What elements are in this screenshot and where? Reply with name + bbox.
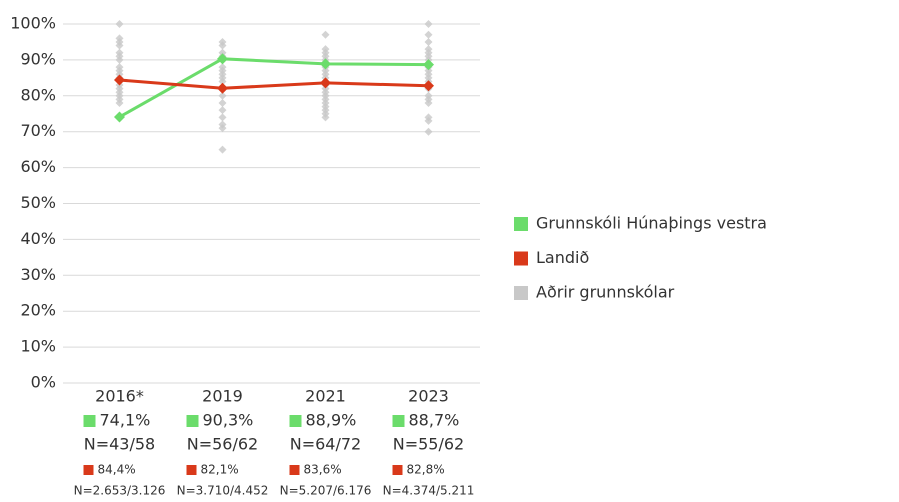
n-label: N=56/62 [187, 435, 258, 454]
scatter-point [424, 37, 433, 46]
scatter-point [218, 98, 227, 107]
value-label: 88,9% [306, 411, 357, 430]
scatter-point [218, 113, 227, 122]
y-tick-label: 50% [20, 193, 56, 212]
series-line [118, 57, 429, 119]
legend-swatch [514, 286, 528, 300]
y-tick-label: 30% [20, 265, 56, 284]
scatter-point [218, 106, 227, 115]
y-tick-label: 20% [20, 301, 56, 320]
scatter-point [321, 113, 330, 122]
y-tick-label: 90% [20, 49, 56, 68]
y-tick-label: 100% [10, 14, 56, 33]
series-point [217, 53, 228, 65]
value-label: 90,3% [203, 411, 254, 430]
series-point [423, 59, 434, 71]
legend-swatch [186, 415, 199, 427]
legend-swatch [514, 217, 528, 231]
value-label: 82,8% [407, 463, 445, 477]
scatter-point [218, 41, 227, 50]
scatter-point [424, 116, 433, 125]
series-line [119, 78, 429, 90]
scatter-point [115, 20, 124, 28]
scatter-point [115, 55, 124, 64]
value-label: 82,1% [201, 463, 239, 477]
n-label: N=5.207/6.176 [280, 484, 372, 498]
scatter-point [218, 145, 227, 154]
series-point [423, 80, 434, 92]
series-point [320, 58, 331, 70]
scatter-point [424, 20, 433, 28]
legend-swatch [514, 251, 528, 266]
legend-swatch [83, 465, 94, 475]
x-tick-label: 2023 [408, 387, 449, 406]
legend-swatch [392, 465, 403, 475]
y-tick-label: 40% [20, 229, 56, 248]
n-label: N=4.374/5.211 [383, 484, 475, 498]
scatter-point [115, 41, 124, 50]
series-point [114, 111, 125, 123]
value-label: 88,7% [409, 411, 460, 430]
n-label: N=64/72 [290, 435, 361, 454]
value-label: 74,1% [100, 411, 151, 430]
y-tick-label: 60% [20, 157, 56, 176]
legend-label: Landið [536, 248, 589, 267]
x-tick-label: 2019 [202, 387, 243, 406]
n-label: N=55/62 [393, 435, 464, 454]
legend-swatch [392, 415, 405, 427]
legend-swatch [186, 465, 197, 475]
scatter-point [424, 98, 433, 107]
scatter-point [424, 127, 433, 136]
scatter-point [218, 91, 227, 100]
x-tick-label: 2021 [305, 387, 346, 406]
y-tick-label: 70% [20, 121, 56, 140]
scatter-point [218, 124, 227, 133]
series-point [320, 77, 331, 89]
n-label: N=2.653/3.126 [74, 484, 166, 498]
y-tick-label: 10% [20, 337, 56, 356]
x-tick-label: 2016* [95, 387, 144, 406]
n-label: N=3.710/4.452 [177, 484, 269, 498]
legend-swatch [289, 465, 300, 475]
y-tick-label: 0% [31, 373, 56, 392]
value-label: 83,6% [304, 463, 342, 477]
n-label: N=43/58 [84, 435, 155, 454]
scatter-point [115, 98, 124, 107]
legend-label: Grunnskóli Húnaþings vestra [536, 214, 767, 233]
legend-swatch [83, 415, 96, 427]
series-point [217, 82, 228, 94]
scatter-point [218, 77, 227, 86]
value-label: 84,4% [98, 463, 136, 477]
legend-label: Aðrir grunnskólar [536, 283, 675, 302]
y-tick-label: 80% [20, 85, 56, 104]
legend-swatch [289, 415, 302, 427]
scatter-point [424, 30, 433, 39]
series-point [114, 74, 125, 86]
scatter-point [321, 30, 330, 39]
